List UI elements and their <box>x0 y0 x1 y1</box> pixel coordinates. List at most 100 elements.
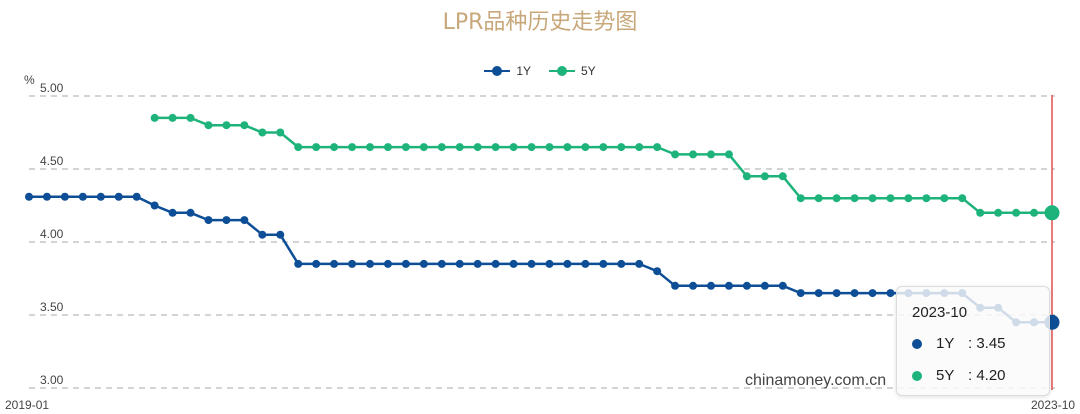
data-point[interactable] <box>348 259 357 268</box>
data-point[interactable] <box>473 259 482 268</box>
data-point[interactable] <box>796 289 805 298</box>
data-point[interactable] <box>330 143 339 152</box>
data-point[interactable] <box>401 143 410 152</box>
data-point[interactable] <box>312 259 321 268</box>
data-point[interactable] <box>455 259 464 268</box>
data-point[interactable] <box>958 194 967 203</box>
data-point[interactable] <box>258 230 267 239</box>
data-point[interactable] <box>653 267 662 276</box>
data-point[interactable] <box>401 259 410 268</box>
data-point[interactable] <box>653 143 662 152</box>
data-point[interactable] <box>222 121 231 130</box>
data-point[interactable] <box>276 230 285 239</box>
data-point[interactable] <box>419 259 428 268</box>
data-point[interactable] <box>491 259 500 268</box>
data-point[interactable] <box>814 289 823 298</box>
data-point[interactable] <box>724 281 733 290</box>
data-point[interactable] <box>904 194 913 203</box>
data-point[interactable] <box>707 150 715 159</box>
data-point[interactable] <box>940 194 949 203</box>
data-point[interactable] <box>419 143 428 152</box>
data-point[interactable] <box>635 143 644 152</box>
data-point[interactable] <box>635 259 644 268</box>
data-point[interactable] <box>832 194 841 203</box>
data-point[interactable] <box>60 192 69 201</box>
data-point[interactable] <box>1012 208 1021 217</box>
data-point[interactable] <box>599 143 608 152</box>
data-point[interactable] <box>455 143 464 152</box>
data-point[interactable] <box>114 192 123 201</box>
data-point[interactable] <box>832 289 841 298</box>
data-point[interactable] <box>868 289 877 298</box>
data-point[interactable] <box>383 259 392 268</box>
data-point[interactable] <box>25 192 33 201</box>
data-point[interactable] <box>168 113 177 122</box>
data-point[interactable] <box>473 143 482 152</box>
data-point[interactable] <box>814 194 823 203</box>
data-point[interactable] <box>96 192 105 201</box>
data-point[interactable] <box>778 172 787 181</box>
data-point[interactable] <box>742 172 751 181</box>
data-point[interactable] <box>724 150 733 159</box>
data-point[interactable] <box>150 201 159 210</box>
data-point[interactable] <box>527 143 536 152</box>
data-point[interactable] <box>886 289 895 298</box>
data-point[interactable] <box>294 143 303 152</box>
data-point[interactable] <box>437 143 446 152</box>
data-point[interactable] <box>581 143 590 152</box>
data-point[interactable] <box>617 143 626 152</box>
data-point[interactable] <box>330 259 339 268</box>
data-point[interactable] <box>132 192 141 201</box>
data-point[interactable] <box>509 259 518 268</box>
data-point[interactable] <box>868 194 877 203</box>
data-point[interactable] <box>1044 205 1060 221</box>
data-point[interactable] <box>366 259 374 268</box>
data-point[interactable] <box>778 281 787 290</box>
data-point[interactable] <box>545 259 554 268</box>
legend-item-5y[interactable]: 5Y <box>549 64 596 78</box>
data-point[interactable] <box>545 143 554 152</box>
data-point[interactable] <box>760 281 769 290</box>
data-point[interactable] <box>366 143 374 152</box>
data-point[interactable] <box>563 143 572 152</box>
data-point[interactable] <box>707 281 715 290</box>
data-point[interactable] <box>312 143 321 152</box>
data-point[interactable] <box>186 113 195 122</box>
data-point[interactable] <box>563 259 572 268</box>
data-point[interactable] <box>599 259 608 268</box>
data-point[interactable] <box>850 289 859 298</box>
data-point[interactable] <box>796 194 805 203</box>
data-point[interactable] <box>78 192 87 201</box>
data-point[interactable] <box>689 150 698 159</box>
data-point[interactable] <box>258 128 267 137</box>
data-point[interactable] <box>976 208 985 217</box>
data-point[interactable] <box>348 143 357 152</box>
data-point[interactable] <box>150 113 159 122</box>
data-point[interactable] <box>617 259 626 268</box>
data-point[interactable] <box>527 259 536 268</box>
data-point[interactable] <box>437 259 446 268</box>
data-point[interactable] <box>204 121 213 130</box>
data-point[interactable] <box>1030 208 1039 217</box>
data-point[interactable] <box>204 216 213 225</box>
data-point[interactable] <box>240 121 249 130</box>
data-point[interactable] <box>168 208 177 217</box>
data-point[interactable] <box>994 208 1003 217</box>
data-point[interactable] <box>581 259 590 268</box>
legend-item-1y[interactable]: 1Y <box>484 64 531 78</box>
data-point[interactable] <box>689 281 698 290</box>
data-point[interactable] <box>850 194 859 203</box>
data-point[interactable] <box>294 259 303 268</box>
data-point[interactable] <box>383 143 392 152</box>
data-point[interactable] <box>222 216 231 225</box>
data-point[interactable] <box>671 281 680 290</box>
data-point[interactable] <box>276 128 285 137</box>
data-point[interactable] <box>186 208 195 217</box>
data-point[interactable] <box>886 194 895 203</box>
data-point[interactable] <box>491 143 500 152</box>
data-point[interactable] <box>240 216 249 225</box>
data-point[interactable] <box>42 192 51 201</box>
data-point[interactable] <box>509 143 518 152</box>
data-point[interactable] <box>671 150 680 159</box>
data-point[interactable] <box>760 172 769 181</box>
